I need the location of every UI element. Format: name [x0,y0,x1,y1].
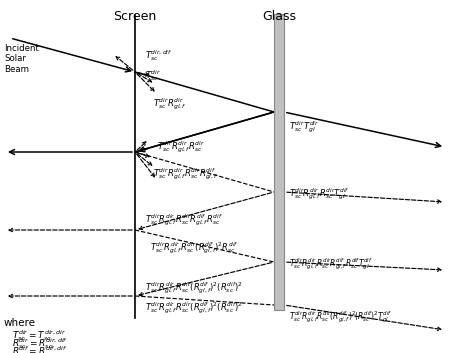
Text: Screen: Screen [113,10,157,23]
Text: $T_{sc}^{dir}R_{gl,f}^{dir}R_{sc}^{dir}(R_{gl,f}^{dif})^{2}(R_{sc}^{dif})^{2}T_{: $T_{sc}^{dir}R_{gl,f}^{dir}R_{sc}^{dir}(… [289,309,392,325]
Text: $T_{sc}^{dir}T_{gl}^{dir}$: $T_{sc}^{dir}T_{gl}^{dir}$ [289,119,320,135]
Text: $T_{sc}^{dir} = T_{sc}^{dir,dir}$: $T_{sc}^{dir} = T_{sc}^{dir,dir}$ [12,328,66,343]
Text: where: where [4,318,36,328]
Text: Glass: Glass [262,10,296,23]
Text: $T_{sc}^{dir}$: $T_{sc}^{dir}$ [145,68,161,83]
Text: $R_{sc}^{dif} = R_{sc}^{dif,dif}$: $R_{sc}^{dif} = R_{sc}^{dif,dif}$ [12,344,67,353]
Text: $T_{sc}^{dir}R_{gl,f}^{dir}R_{sc}^{dir}(R_{gl,f}^{dif})^{2}(R_{sc}^{dif})^{2}$: $T_{sc}^{dir}R_{gl,f}^{dir}R_{sc}^{dir}(… [145,280,243,296]
Text: $T_{sc}^{dir}R_{gl,f}^{dir}R_{sc}^{dir}R_{gl,f}^{dif}R_{sc}^{dif}T_{gl}^{dif}$: $T_{sc}^{dir}R_{gl,f}^{dir}R_{sc}^{dir}R… [289,256,373,272]
Text: $T_{sc}^{dir}R_{gl,f}^{dir}R_{sc}^{dir}R_{gl,f}^{dif}$: $T_{sc}^{dir}R_{gl,f}^{dir}R_{sc}^{dir}R… [153,166,219,182]
Text: $T_{sc}^{dir}R_{gl,f}^{dir}R_{sc}^{dir}R_{gl,f}^{dif}R_{sc}^{dif}$: $T_{sc}^{dir}R_{gl,f}^{dir}R_{sc}^{dir}R… [145,212,223,228]
Text: $T_{sc}^{dir}R_{gl,f}^{dir}R_{sc}^{dir}(R_{gl,f}^{dif})^{2}(R_{sc}^{dif})^{2}$: $T_{sc}^{dir}R_{gl,f}^{dir}R_{sc}^{dir}(… [145,300,243,316]
Text: $T_{sc}^{dir}R_{gl,f}^{dir}R_{sc}^{dir}(R_{gl,f}^{dif})^{2}R_{sc}^{dif}$: $T_{sc}^{dir}R_{gl,f}^{dir}R_{sc}^{dir}(… [150,240,238,256]
Text: $R_{sc}^{dir} = R_{sc}^{dir,dif}$: $R_{sc}^{dir} = R_{sc}^{dir,dif}$ [12,336,68,351]
Text: $T_{sc}^{dir}R_{gl,f}^{dir}R_{sc}^{dir}$: $T_{sc}^{dir}R_{gl,f}^{dir}R_{sc}^{dir}$ [157,139,205,155]
Bar [274,14,284,310]
Text: Incident
Solar
Beam: Incident Solar Beam [4,44,39,74]
Text: $T_{sc}^{dir,dif}$: $T_{sc}^{dir,dif}$ [145,49,172,64]
Text: $T_{sc}^{dir}R_{gl,f}^{dir}$: $T_{sc}^{dir}R_{gl,f}^{dir}$ [153,96,187,112]
Text: $T_{sc}^{dir}R_{gl,f}^{dir}R_{sc}^{dir}T_{gl}^{dif}$: $T_{sc}^{dir}R_{gl,f}^{dir}R_{sc}^{dir}T… [289,186,350,202]
